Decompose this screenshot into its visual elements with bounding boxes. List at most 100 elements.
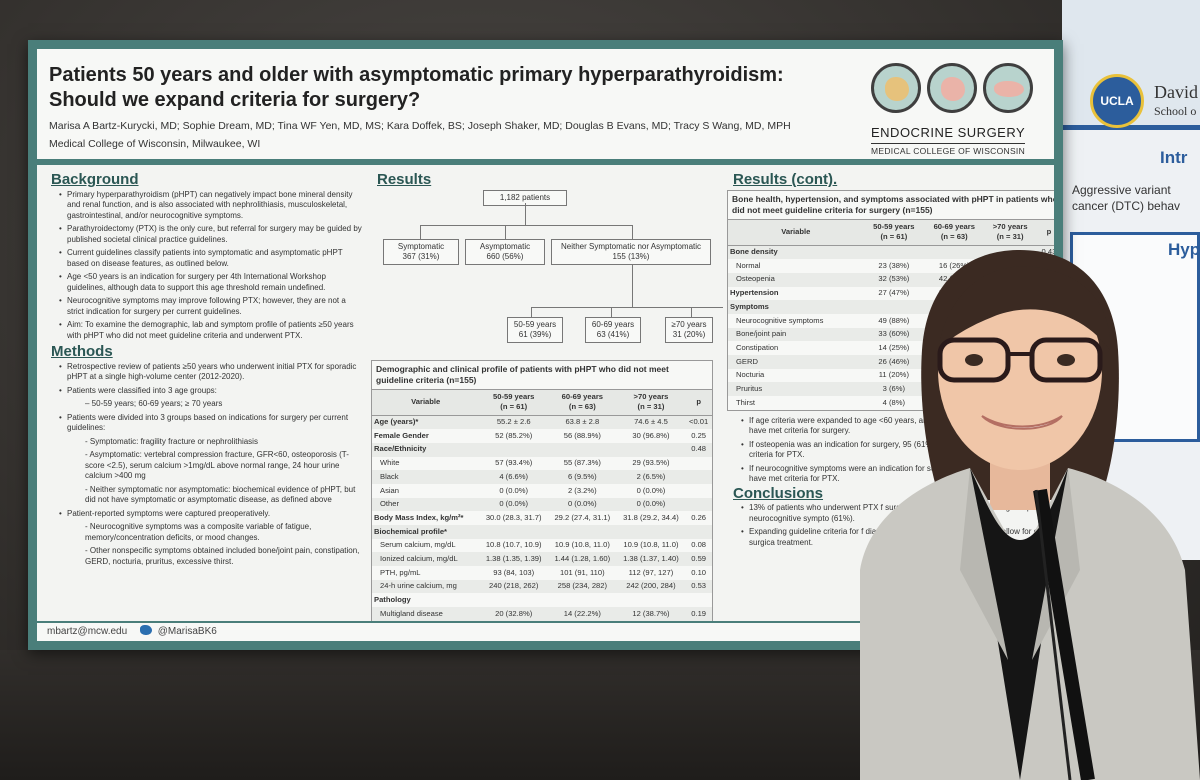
- table-cell: Race/Ethnicity: [372, 442, 480, 457]
- table-cell: 0 (0.0%): [499, 485, 529, 495]
- poster-header: Patients 50 years and older with asympto…: [37, 49, 1054, 165]
- table-header-cell: 50-59 years (n = 61): [863, 219, 925, 246]
- table-cell: Asian: [380, 485, 399, 495]
- table-cell: 16 (26%): [938, 260, 970, 270]
- table-cell: 52 (85.2%): [495, 430, 533, 440]
- table-cell: Thirst: [736, 397, 755, 407]
- table-cell: 4 (6.6%): [479, 470, 549, 484]
- table-cell: 3 (6%): [863, 382, 925, 397]
- research-poster: Patients 50 years and older with asympto…: [28, 40, 1063, 650]
- results-heading: Results: [377, 171, 432, 188]
- table-cell: Normal: [736, 260, 761, 270]
- table-cell: 55.2 ± 2.6: [479, 415, 549, 430]
- demographic-table-grid: Variable 50-59 years (n = 61) 60-69 years …: [372, 389, 712, 621]
- adjacent-poster-subtitle: School o: [1154, 104, 1197, 118]
- table-cell: 26 (46%): [863, 355, 925, 369]
- flow-symptomatic-box: Symptomatic 367 (31%): [383, 238, 459, 265]
- table-cell: Symptoms: [728, 300, 864, 314]
- flow-asymptomatic-box: Asymptomatic 660 (56%): [465, 238, 545, 265]
- left-column: Background Primary hyperparathyroidism (…: [45, 172, 363, 570]
- table-cell: [616, 442, 686, 457]
- table-cell: 240 (218, 262): [479, 579, 549, 594]
- table-cell: [548, 442, 617, 457]
- logo-department-name: ENDOCRINE SURGERY: [871, 125, 1026, 140]
- table-cell: 0.48: [685, 442, 712, 457]
- poster-footer: mbartz@mcw.edu @MarisaBK6: [37, 621, 1054, 641]
- table-cell: 33 (60%): [863, 327, 925, 342]
- table-cell: Black: [372, 470, 480, 484]
- table-cell: 0.08: [691, 540, 707, 550]
- demographic-table-row: Age (years)* 55.2 ± 2.6 63.8 ± 2.8 74.6 ± 4…: [372, 415, 712, 430]
- table-cell: [685, 525, 712, 539]
- table-header-cell: 60-69 years (n = 63): [924, 219, 985, 246]
- demographic-table-row: Multigland disease 20 (32.8%) 14 (22.2%) 12…: [372, 607, 712, 621]
- demographic-table: Demographic and clinical profile of pati…: [371, 359, 713, 622]
- table-cell: Bone density: [728, 245, 864, 260]
- table-cell: 6 (9.5%): [548, 470, 617, 484]
- table-cell: 24-h urine calcium, mg: [372, 579, 480, 594]
- methods-item: - Neither symptomatic nor asymptomatic: …: [85, 484, 356, 505]
- table-cell: 112 (97, 127): [628, 567, 674, 577]
- table-cell: 31.8 (29.2, 34.4): [623, 512, 679, 522]
- adrenal-gland-icon: [871, 63, 921, 113]
- table-cell: GERD: [728, 355, 864, 369]
- table-cell: Age (years)*: [372, 415, 480, 430]
- table-cell: [924, 245, 985, 260]
- table-cell: 57 (93.4%): [495, 458, 533, 468]
- demographic-table-row: Serum calcium, mg/dL 10.8 (10.7, 10.9) 10.…: [372, 539, 712, 553]
- table-cell: 20 (32.8%): [479, 607, 549, 621]
- thyroid-gland-icon: [927, 63, 977, 113]
- table-header-cell: >70 years (n = 31): [616, 389, 686, 416]
- table-cell: 101 (91, 110): [560, 567, 605, 577]
- methods-item: – 50-59 years; 60-69 years; ≥ 70 years: [85, 399, 223, 408]
- logo-institution-name: MEDICAL COLLEGE OF WISCONSIN: [871, 143, 1026, 156]
- methods-item: Patients were divided into 3 groups base…: [59, 413, 363, 434]
- table-cell: Ionized calcium, mg/dL: [372, 552, 480, 567]
- table-cell: [685, 497, 712, 512]
- table-cell: Female Gender: [374, 430, 429, 440]
- table-cell: 10.9 (10.8, 11.0): [554, 540, 610, 550]
- methods-item: - Asymptomatic: vertebral compression fr…: [85, 450, 349, 480]
- table-cell: 11 (20%): [878, 370, 909, 380]
- methods-item: Patients were classified into 3 age grou…: [59, 386, 363, 397]
- methods-item: - Symptomatic: fragility fracture or nep…: [85, 436, 258, 446]
- table-cell: [685, 593, 712, 607]
- table-cell: [479, 442, 549, 457]
- table-cell: 12 (38.7%): [616, 607, 686, 621]
- poster-affiliation: Medical College of Wisconsin, Milwaukee,…: [49, 138, 261, 150]
- table-cell: 1.38 (1.37, 1.40): [616, 552, 686, 567]
- table-cell: 0.26: [691, 512, 707, 522]
- results-cont-bullet: If osteopenia was an indication for surg…: [741, 440, 1054, 461]
- endocrine-logo-icons: [871, 63, 1041, 123]
- table-cell: 4 (8%): [882, 397, 906, 407]
- table-cell: Multigland disease: [372, 607, 480, 621]
- table-cell: White: [380, 458, 400, 468]
- background-bullet: Parathyroidectomy (PTX) is the only cure…: [59, 224, 363, 245]
- results-cont-bullet: If age criteria were expanded to age <60…: [741, 416, 1054, 437]
- table-cell: 1.38 (1.35, 1.39): [479, 552, 549, 567]
- presenter-person: [860, 250, 1200, 780]
- table-cell: 0 (0.0%): [636, 485, 666, 495]
- table-cell: [685, 470, 712, 484]
- background-bullet: Aim: To examine the demographic, lab and…: [59, 320, 363, 341]
- table-cell: Biochemical profile*: [372, 525, 480, 539]
- demographic-table-row: 24-h urine calcium, mg 240 (218, 262) 258 …: [372, 579, 712, 594]
- table-cell: 0 (0.0%): [616, 497, 686, 512]
- poster-title: Patients 50 years and older with asympto…: [49, 64, 784, 111]
- table-cell: 63.8 ± 2.8: [548, 415, 617, 430]
- table-cell: [863, 300, 925, 314]
- flow-age-70-plus-box: ≥70 years 31 (20%): [665, 316, 713, 343]
- results-cont-bullets: If age criteria were expanded to age <60…: [727, 416, 1054, 485]
- table-cell: Serum calcium, mg/dL: [380, 540, 456, 550]
- table-header-cell: 60-69 years (n = 63): [548, 389, 617, 416]
- table-cell: 74.6 ± 4.5: [616, 415, 686, 430]
- flow-age-60-69-box: 60-69 years 63 (41%): [585, 316, 641, 343]
- demographic-table-title: Demographic and clinical profile of pati…: [372, 361, 712, 390]
- table-cell: 0 (0.0%): [548, 497, 617, 512]
- table-cell: 0.59: [685, 552, 712, 567]
- demographic-table-row: Body Mass Index, kg/m²* 30.0 (28.3, 31.7)…: [372, 511, 712, 525]
- table-cell: 29.2 (27.4, 31.1): [554, 512, 611, 522]
- table-header-cell: 50-59 years (n = 61): [479, 389, 549, 416]
- table-header-cell: Variable: [372, 389, 480, 416]
- flow-age-50-59-box: 50-59 years 61 (39%): [507, 316, 563, 343]
